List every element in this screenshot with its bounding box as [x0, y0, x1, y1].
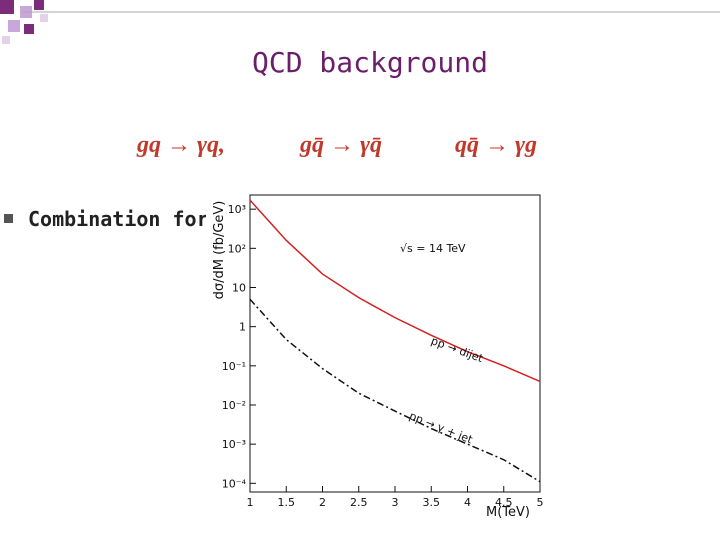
y-tick-label: 1	[239, 321, 246, 334]
y-axis-label: dσ/dM (fb/GeV)	[212, 201, 227, 300]
x-tick-label: 3.5	[423, 496, 441, 509]
y-tick-label: 10⁻²	[222, 399, 246, 412]
y-tick-label: 10²	[228, 242, 246, 255]
y-tick-label: 10	[232, 281, 246, 294]
y-tick-label: 10⁻⁴	[222, 477, 247, 490]
x-tick-label: 5	[537, 496, 544, 509]
annotation: √s = 14 TeV	[400, 242, 466, 255]
bullet-marker	[4, 214, 13, 223]
y-tick-label: 10³	[228, 203, 246, 216]
x-tick-label: 1.5	[278, 496, 296, 509]
bullet-text: Combination for	[28, 207, 209, 231]
y-tick-label: 10⁻¹	[222, 360, 246, 373]
x-tick-label: 1	[247, 496, 254, 509]
y-tick-label: 10⁻³	[222, 438, 246, 451]
chart-background	[206, 186, 556, 526]
x-axis-label: M(TeV)	[486, 505, 530, 520]
x-tick-label: 3	[392, 496, 399, 509]
series-line	[249, 298, 541, 483]
x-tick-label: 4	[464, 496, 471, 509]
x-tick-label: 2.5	[350, 496, 368, 509]
slide-title: QCD background	[252, 46, 488, 79]
series-line	[249, 199, 541, 383]
formula: gq → γq,	[136, 132, 225, 158]
corner-decoration	[0, 0, 720, 44]
formula: qq̄ → γg	[455, 132, 537, 158]
formula: gq̄ → γq̄	[299, 132, 382, 158]
x-tick-label: 4.5	[495, 496, 513, 509]
x-tick-label: 2	[319, 496, 326, 509]
